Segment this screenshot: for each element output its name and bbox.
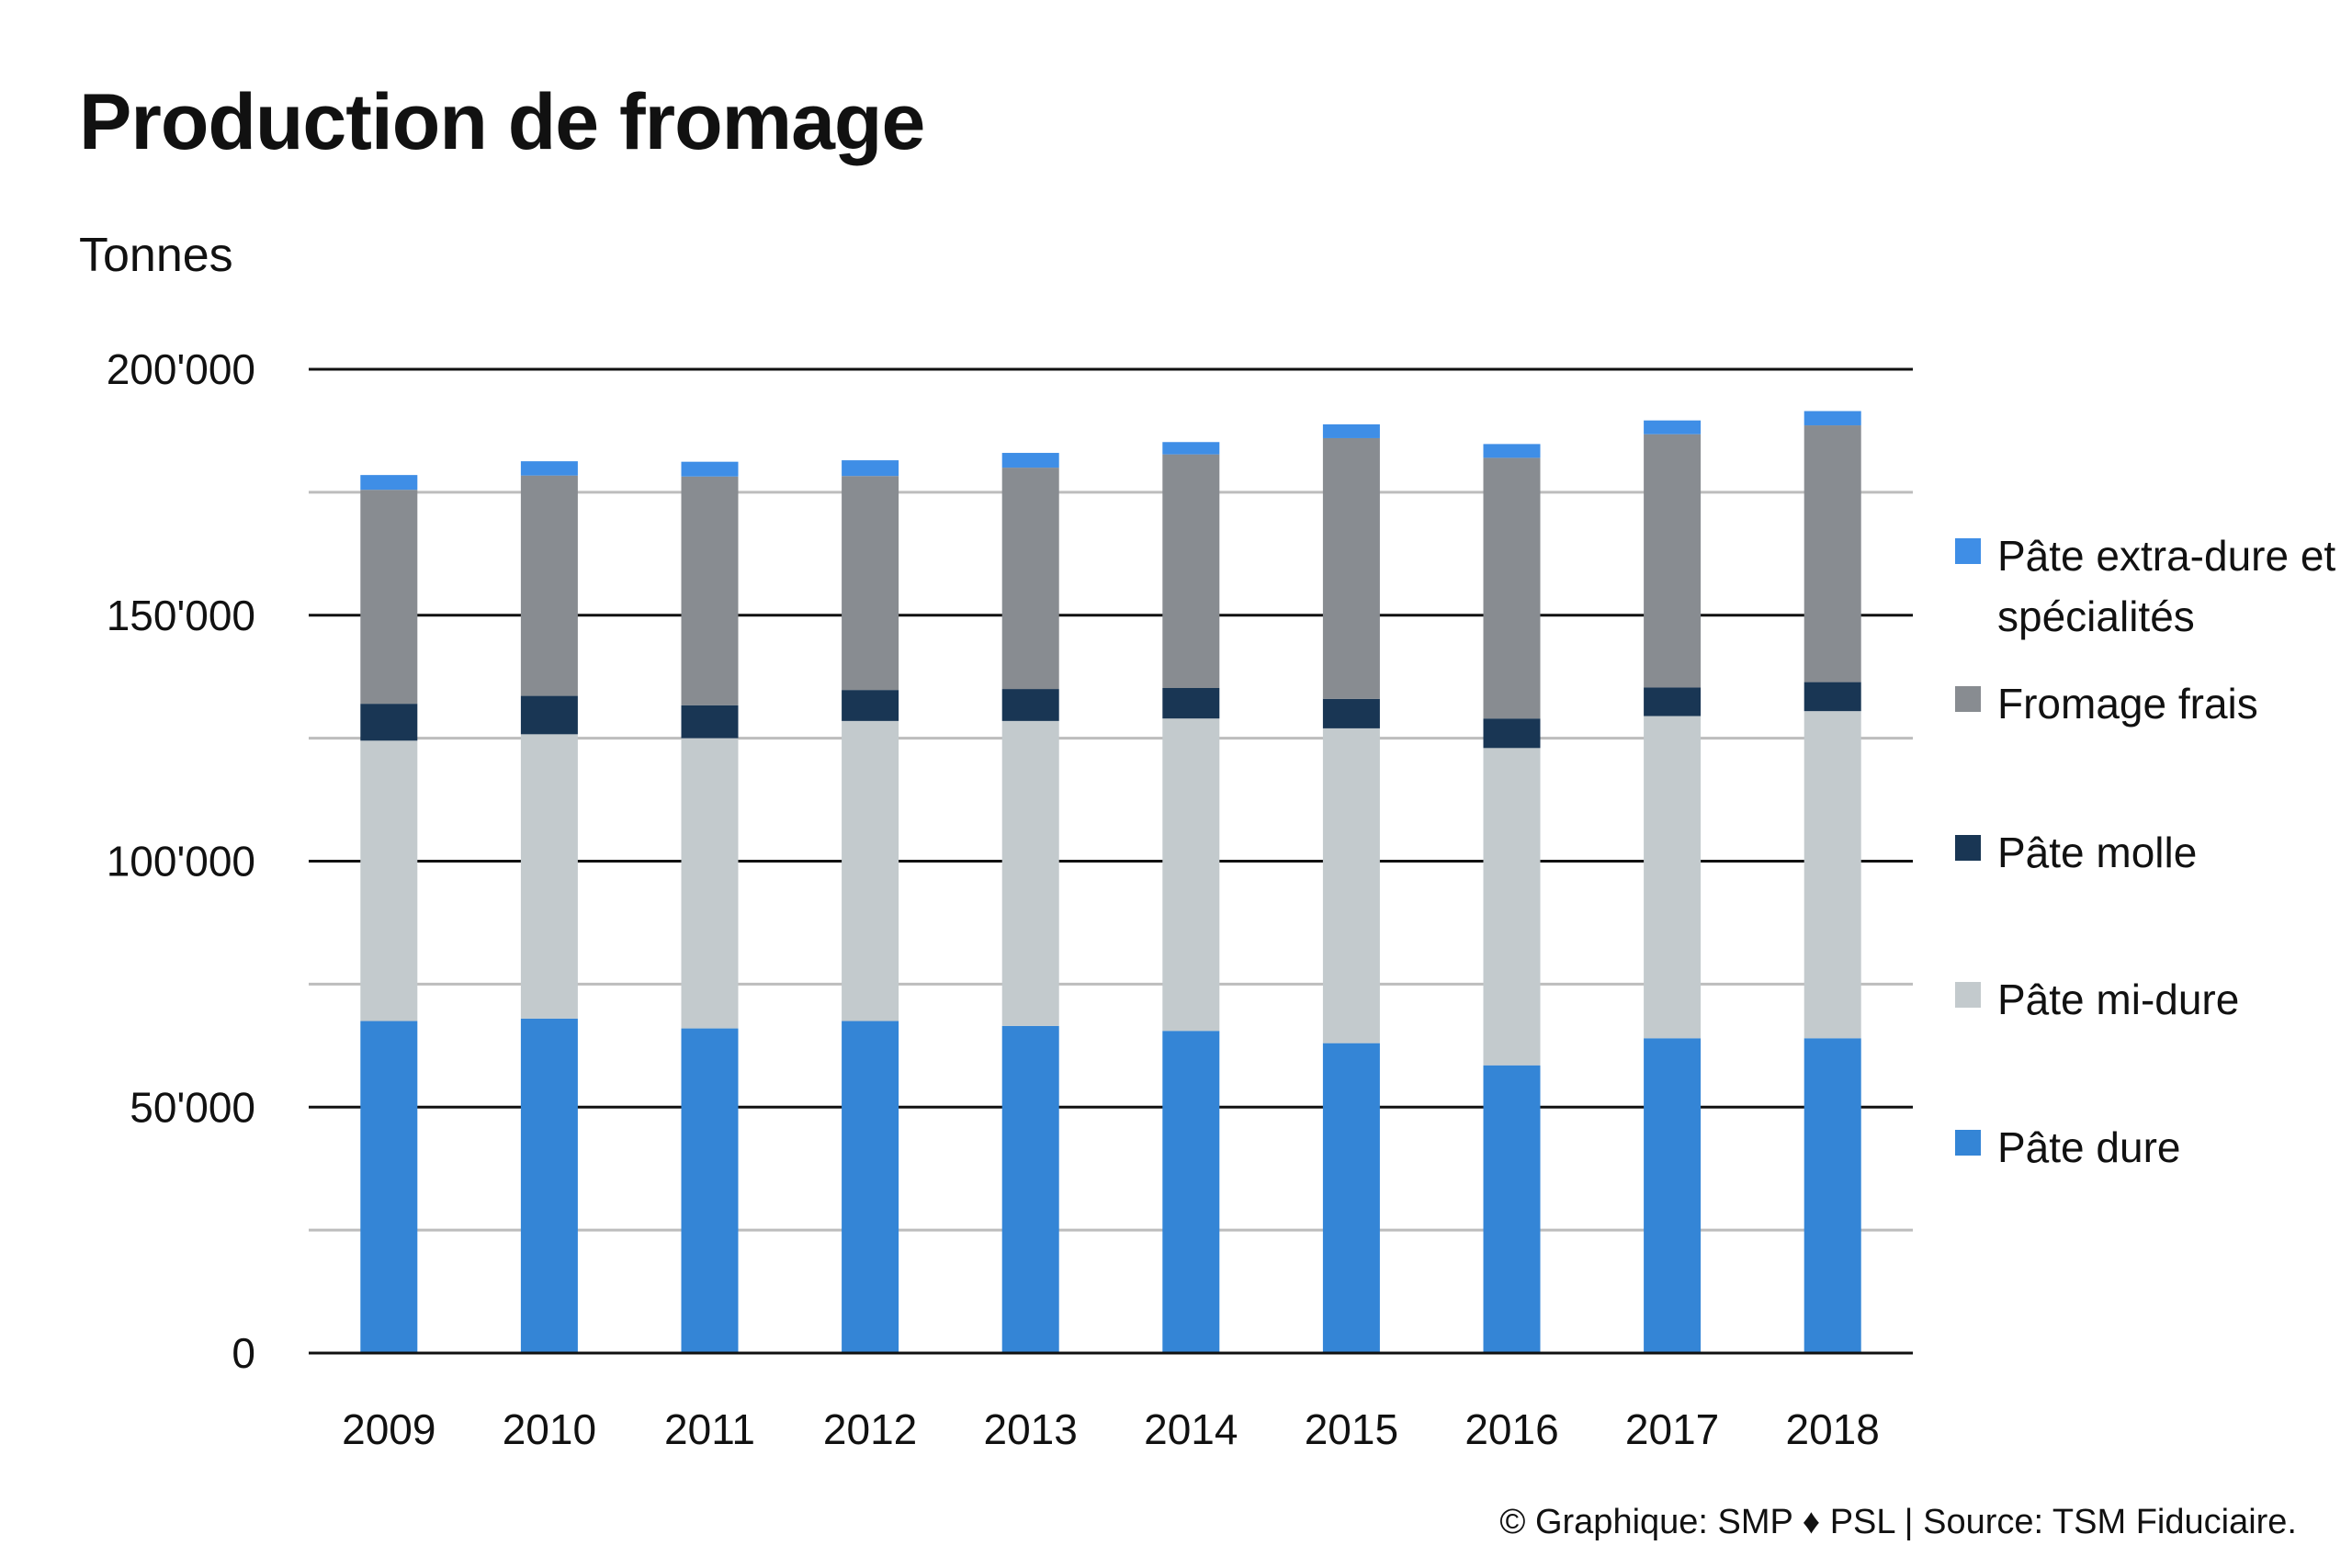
bar-segment-2017-0 xyxy=(1644,1038,1702,1353)
y-tick-label: 0 xyxy=(232,1329,255,1377)
bar-segment-2009-1 xyxy=(360,740,418,1021)
legend-label: Pâte molle xyxy=(1997,829,2198,876)
y-tick-label: 50'000 xyxy=(130,1083,255,1131)
y-axis-tick-labels: 0 50'000 100'000 150'000 200'000 xyxy=(107,345,255,1377)
bar-segment-2015-3 xyxy=(1322,437,1380,699)
bar-segment-2015-2 xyxy=(1322,698,1380,728)
bar-segment-2011-3 xyxy=(681,476,739,705)
bar-segment-2015-4 xyxy=(1322,423,1380,438)
legend-item: Pâte dure xyxy=(1955,1117,2346,1178)
bar-segment-2018-0 xyxy=(1804,1038,1861,1353)
y-axis-unit-label: Tonnes xyxy=(79,229,233,282)
bar-segment-2012-2 xyxy=(842,690,899,721)
bar-segment-2010-0 xyxy=(520,1018,578,1353)
bar-segment-2014-0 xyxy=(1162,1031,1220,1353)
bar-segment-2013-0 xyxy=(1001,1025,1059,1353)
bar-segment-2017-4 xyxy=(1644,420,1702,434)
bar-segment-2012-3 xyxy=(842,476,899,691)
bar-segment-2009-4 xyxy=(360,475,418,491)
bar-segment-2017-1 xyxy=(1644,716,1702,1039)
bar-segment-2013-2 xyxy=(1001,689,1059,721)
bar-segment-2018-2 xyxy=(1804,682,1861,712)
legend-swatch xyxy=(1955,835,1981,861)
bar-segment-2013-4 xyxy=(1001,453,1059,468)
bar-segment-2012-0 xyxy=(842,1021,899,1353)
legend-item: Pâte molle xyxy=(1955,822,2346,883)
bar-segment-2012-1 xyxy=(842,720,899,1021)
x-tick-label: 2017 xyxy=(1625,1405,1719,1453)
bar-segment-2011-1 xyxy=(681,738,739,1029)
bar-segment-2014-2 xyxy=(1162,688,1220,719)
bar-segment-2011-2 xyxy=(681,705,739,739)
bar-segment-2016-4 xyxy=(1483,444,1541,458)
bar-segment-2018-1 xyxy=(1804,711,1861,1039)
x-tick-label: 2018 xyxy=(1786,1405,1880,1453)
bar-segment-2009-2 xyxy=(360,704,418,741)
bar-segment-2009-0 xyxy=(360,1021,418,1353)
legend-item: Pâte mi-dure xyxy=(1955,969,2346,1030)
legend-label: Fromage frais xyxy=(1997,680,2258,728)
bar-segment-2014-1 xyxy=(1162,718,1220,1032)
bar-segment-2017-2 xyxy=(1644,687,1702,716)
legend-label: Pâte mi-dure xyxy=(1997,976,2240,1023)
x-tick-label: 2013 xyxy=(984,1405,1078,1453)
y-tick-label: 100'000 xyxy=(107,838,255,886)
legend-label: Pâte extra-dure et spécialités xyxy=(1997,532,2336,640)
bar-segment-2010-2 xyxy=(520,695,578,735)
bar-segment-2013-3 xyxy=(1001,468,1059,690)
bar-segment-2015-1 xyxy=(1322,728,1380,1043)
bar-segment-2014-3 xyxy=(1162,454,1220,689)
x-tick-label: 2010 xyxy=(503,1405,596,1453)
bar-segment-2014-4 xyxy=(1162,442,1220,455)
bar-segment-2009-3 xyxy=(360,490,418,705)
bar-segment-2010-4 xyxy=(520,461,578,476)
x-tick-label: 2011 xyxy=(664,1405,755,1453)
bar-segment-2016-3 xyxy=(1483,457,1541,719)
legend-swatch xyxy=(1955,538,1981,564)
legend-swatch xyxy=(1955,686,1981,712)
y-tick-label: 200'000 xyxy=(107,345,255,393)
x-tick-label: 2012 xyxy=(823,1405,917,1453)
bar-segment-2018-4 xyxy=(1804,411,1861,426)
bar-segment-2016-1 xyxy=(1483,748,1541,1066)
y-tick-label: 150'000 xyxy=(107,592,255,639)
x-tick-label: 2016 xyxy=(1464,1405,1558,1453)
bar-segment-2016-2 xyxy=(1483,718,1541,749)
legend-label: Pâte dure xyxy=(1997,1123,2181,1171)
bar-segment-2016-0 xyxy=(1483,1065,1541,1353)
source-credit: © Graphique: SMP ♦ PSL | Source: TSM Fid… xyxy=(1499,1503,2297,1541)
legend-item: Pâte extra-dure et spécialités xyxy=(1955,525,2346,647)
bar-segment-2013-1 xyxy=(1001,720,1059,1026)
bars xyxy=(360,411,1861,1353)
chart-title: Production de fromage xyxy=(79,78,925,166)
x-tick-label: 2015 xyxy=(1305,1405,1398,1453)
bar-segment-2012-4 xyxy=(842,460,899,477)
x-tick-label: 2009 xyxy=(342,1405,435,1453)
x-tick-label: 2014 xyxy=(1144,1405,1238,1453)
bar-segment-2017-3 xyxy=(1644,434,1702,688)
legend-item: Fromage frais xyxy=(1955,673,2346,734)
chart-legend: Pâte extra-dure et spécialités Fromage fr… xyxy=(1955,0,2341,1568)
bar-segment-2018-3 xyxy=(1804,425,1861,682)
bar-segment-2011-0 xyxy=(681,1028,739,1353)
legend-swatch xyxy=(1955,1130,1981,1156)
bar-segment-2011-4 xyxy=(681,461,739,477)
legend-swatch xyxy=(1955,982,1981,1008)
x-axis-tick-labels: 2009 2010 2011 2012 2013 2014 2015 2016 2017 2018 xyxy=(342,1405,1880,1453)
bar-segment-2015-0 xyxy=(1322,1043,1380,1353)
bar-segment-2010-3 xyxy=(520,475,578,696)
bar-segment-2010-1 xyxy=(520,734,578,1019)
